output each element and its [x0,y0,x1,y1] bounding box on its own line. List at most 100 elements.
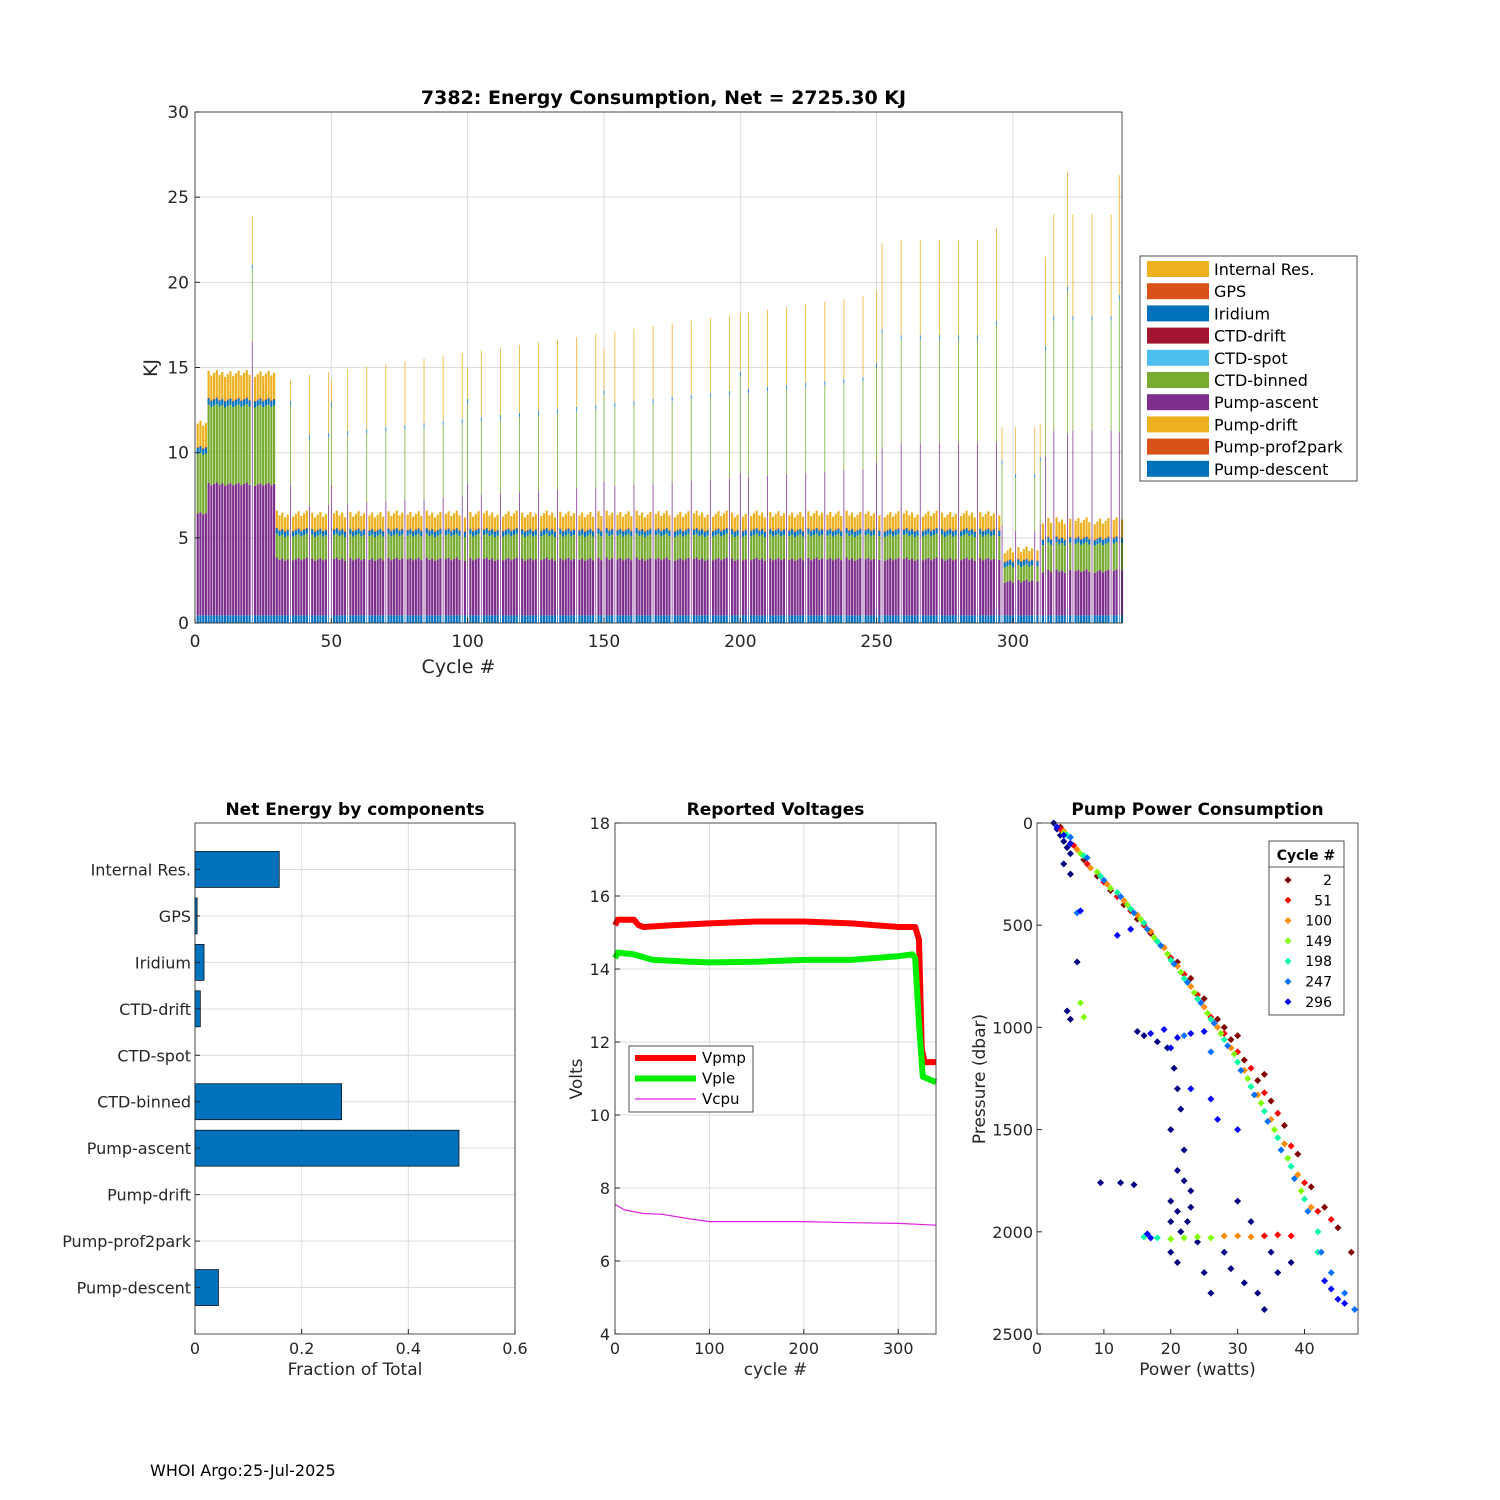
bar-gps [796,529,799,531]
pump-point [1254,1077,1262,1085]
bar-pump-descent [526,615,529,623]
legend-label: Internal Res. [1214,260,1314,279]
bar-internal-res [908,515,911,530]
bar-iridium [709,392,711,398]
bar-pump-ascent [799,558,802,616]
bar-internal-res [499,347,501,416]
bar-internal-res [1034,427,1036,474]
legend-label: CTD-spot [1214,349,1288,368]
pump-legend-title: Cycle # [1277,848,1336,864]
bar-gps [684,529,687,531]
bar-ctd-binned [507,533,510,558]
bar-gps [791,528,794,530]
bar-iridium [507,528,510,534]
bar-iridium [717,528,720,534]
bar-pump-ascent [703,560,706,616]
bar-ctd-binned [1017,564,1020,580]
voltages-xlabel: cycle # [744,1360,808,1380]
bar-gps [472,530,475,532]
bar-ctd-binned [259,404,262,484]
bar-pump-ascent [496,559,499,616]
bar-pump-descent [338,615,341,623]
bar-pump-ascent [450,560,453,616]
bar-internal-res [698,515,701,530]
pump-point [1200,1003,1208,1011]
bar-pump-descent [1069,615,1072,623]
bar-internal-res [564,513,567,530]
bar-internal-res [621,516,625,531]
bar-pump-descent [294,615,297,623]
bar-pump-ascent [924,559,927,616]
bar-iridium [1107,537,1110,543]
bar-pump-ascent [859,558,862,616]
bar-iridium [1074,538,1077,544]
bar-pump-ascent [1107,569,1110,616]
pump-point [1327,1285,1335,1293]
pump-point [1066,833,1074,841]
bar-gps [818,529,821,531]
bar-iridium [981,531,985,537]
pump-point [1234,1232,1242,1240]
bar-gps [526,529,529,531]
bar-pump-descent [253,615,257,623]
bar-internal-res [366,366,368,430]
bar-iridium [767,386,768,392]
bar-ctd-binned [720,536,723,561]
bar-gps [406,529,409,531]
bar-gps [376,529,379,531]
bar-pump-ascent [423,498,425,616]
bar-iridium [597,528,600,534]
bar-pump-descent [919,615,921,623]
bar-pump-descent [368,615,371,623]
bar-iridium [968,530,971,536]
bar-gps [264,399,267,400]
bar-pump-descent [668,615,671,623]
bar-gps [883,531,886,532]
bar-pump-descent [867,615,870,623]
bar-ctd-binned [215,404,218,483]
bar-iridium [755,528,758,534]
bar-ctd-binned [461,423,463,497]
bar-internal-res [780,516,783,531]
energy-ytick-label: 5 [178,529,189,549]
bar-pump-ascent [442,497,444,616]
voltages-ytick-label: 16 [590,887,610,906]
bar-ctd-binned [423,427,425,499]
pump-point [1167,1197,1175,1205]
bar-internal-res [311,512,314,529]
bar-pump-descent [512,615,516,623]
bar-ctd-binned [581,534,584,559]
bar-internal-res [395,510,398,528]
bar-internal-res [237,370,240,398]
bar-iridium [376,530,379,536]
bar-pump-descent [843,615,845,623]
bar-internal-res [970,512,974,529]
bar-pump-descent [583,615,586,623]
bar-pump-ascent [913,560,916,616]
bar-iridium [1003,562,1006,568]
pump-point [1173,1207,1181,1215]
bar-gps [401,528,404,530]
pump-point [1187,974,1195,982]
bar-pump-ascent [831,560,835,616]
bar-gps [856,529,859,531]
bar-internal-res [290,379,291,401]
bar-iridium [853,531,856,537]
bar-pump-ascent [278,559,281,616]
pump-point [1173,1166,1181,1174]
bar-pump-ascent [1001,525,1003,616]
bar-internal-res [589,511,592,529]
bar-internal-res [561,516,565,531]
bar-pump-ascent [958,442,959,616]
bar-pump-ascent [1069,570,1072,616]
bar-pump-descent [347,615,349,623]
bar-gps [196,447,199,448]
energy-xtick-label: 50 [321,632,343,652]
bar-pump-descent [938,615,940,623]
bar-pump-ascent [840,560,843,616]
bar-ctd-binned [1093,545,1096,573]
bar-iridium [467,399,469,404]
bar-iridium [519,412,520,418]
pump-point [1247,1064,1255,1072]
